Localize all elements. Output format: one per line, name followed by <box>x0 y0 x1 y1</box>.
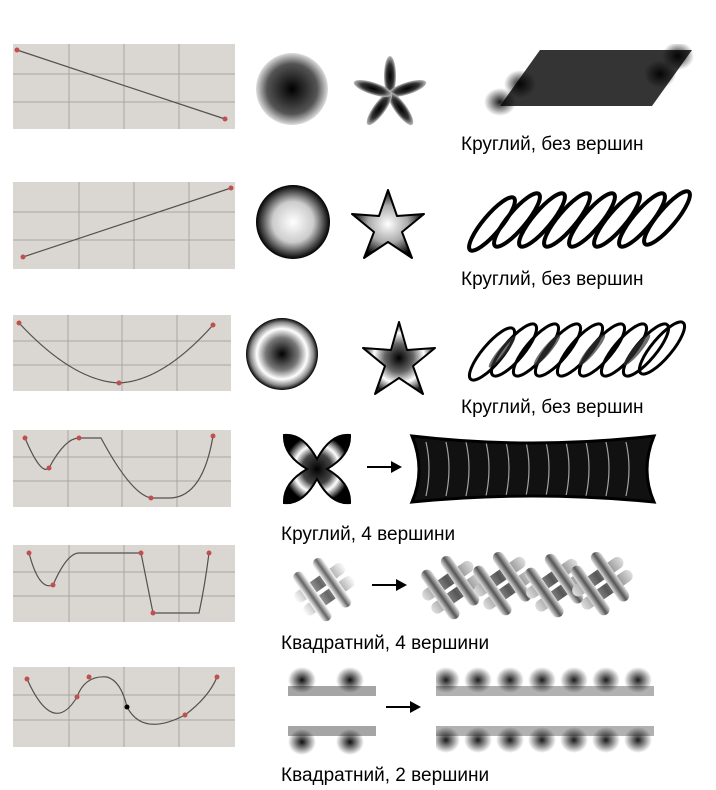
grid <box>13 182 235 269</box>
control-point <box>24 676 30 682</box>
control-point <box>76 435 82 441</box>
control-point <box>138 550 144 556</box>
brush-star-hollow <box>345 186 431 262</box>
curve-graph-3 <box>13 315 231 391</box>
curve-panel-6 <box>13 667 235 747</box>
curve <box>24 435 214 499</box>
curve-panel-3 <box>13 315 231 391</box>
curve-panel-4 <box>13 430 231 507</box>
control-point <box>26 550 32 556</box>
control-point <box>116 380 122 386</box>
curve-graph-1 <box>13 44 235 129</box>
curve <box>22 187 232 258</box>
grid <box>13 545 235 622</box>
stroke-result-3 <box>462 314 687 386</box>
brush-round-hollow <box>255 184 331 260</box>
row-caption-6: Квадратний, 2 вершини <box>281 765 490 786</box>
control-point <box>182 712 188 718</box>
brush-hash-shape <box>288 556 358 622</box>
arrow-icon <box>372 576 408 594</box>
curve <box>18 322 214 384</box>
arrow-icon <box>386 698 422 716</box>
curve-graph-6 <box>13 667 235 747</box>
grid <box>13 667 235 747</box>
curve <box>26 676 218 725</box>
curve-graph-5 <box>13 545 235 622</box>
control-point <box>20 254 26 260</box>
brush-square-grid <box>288 664 376 756</box>
row-caption-5: Квадратний, 4 вершини <box>281 633 490 654</box>
stroke-result-1 <box>470 44 695 116</box>
control-point <box>206 550 212 556</box>
control-point <box>150 610 156 616</box>
control-point <box>228 185 234 191</box>
control-point <box>22 435 28 441</box>
grid <box>13 44 235 129</box>
control-point <box>50 582 56 588</box>
curve <box>16 49 226 120</box>
brush-cross-shape <box>282 432 352 506</box>
control-point <box>46 465 52 471</box>
row-caption-4: Круглий, 4 вершини <box>281 524 456 545</box>
curve <box>28 552 210 614</box>
grid <box>13 315 231 391</box>
stroke-result-4 <box>402 428 664 510</box>
control-point <box>214 674 220 680</box>
brush-star-soft <box>350 54 430 134</box>
stroke-result-6 <box>436 664 654 756</box>
control-point <box>148 495 154 501</box>
control-point <box>124 704 130 710</box>
curve-graph-4 <box>13 430 231 507</box>
curve-panel-5 <box>13 545 235 622</box>
control-point <box>210 322 216 328</box>
control-point <box>16 320 22 326</box>
brush-star-ring <box>360 318 438 398</box>
stroke-result-5 <box>416 550 636 624</box>
control-point <box>222 116 228 122</box>
brush-round-soft <box>255 52 329 126</box>
arrow-icon <box>367 458 403 476</box>
control-point <box>86 674 92 680</box>
row-caption-2: Круглий, без вершин <box>461 269 644 290</box>
brush-round-ring <box>245 317 319 391</box>
curve-panel-2 <box>13 182 235 269</box>
control-point <box>74 694 80 700</box>
control-point <box>14 47 20 53</box>
row-caption-1: Круглий, без вершин <box>461 134 644 155</box>
row-caption-3: Круглий, без вершин <box>461 397 644 418</box>
curve-panel-1 <box>13 44 235 129</box>
control-point <box>210 433 216 439</box>
curve-graph-2 <box>13 182 235 269</box>
grid <box>13 430 231 507</box>
stroke-result-2 <box>462 184 698 256</box>
